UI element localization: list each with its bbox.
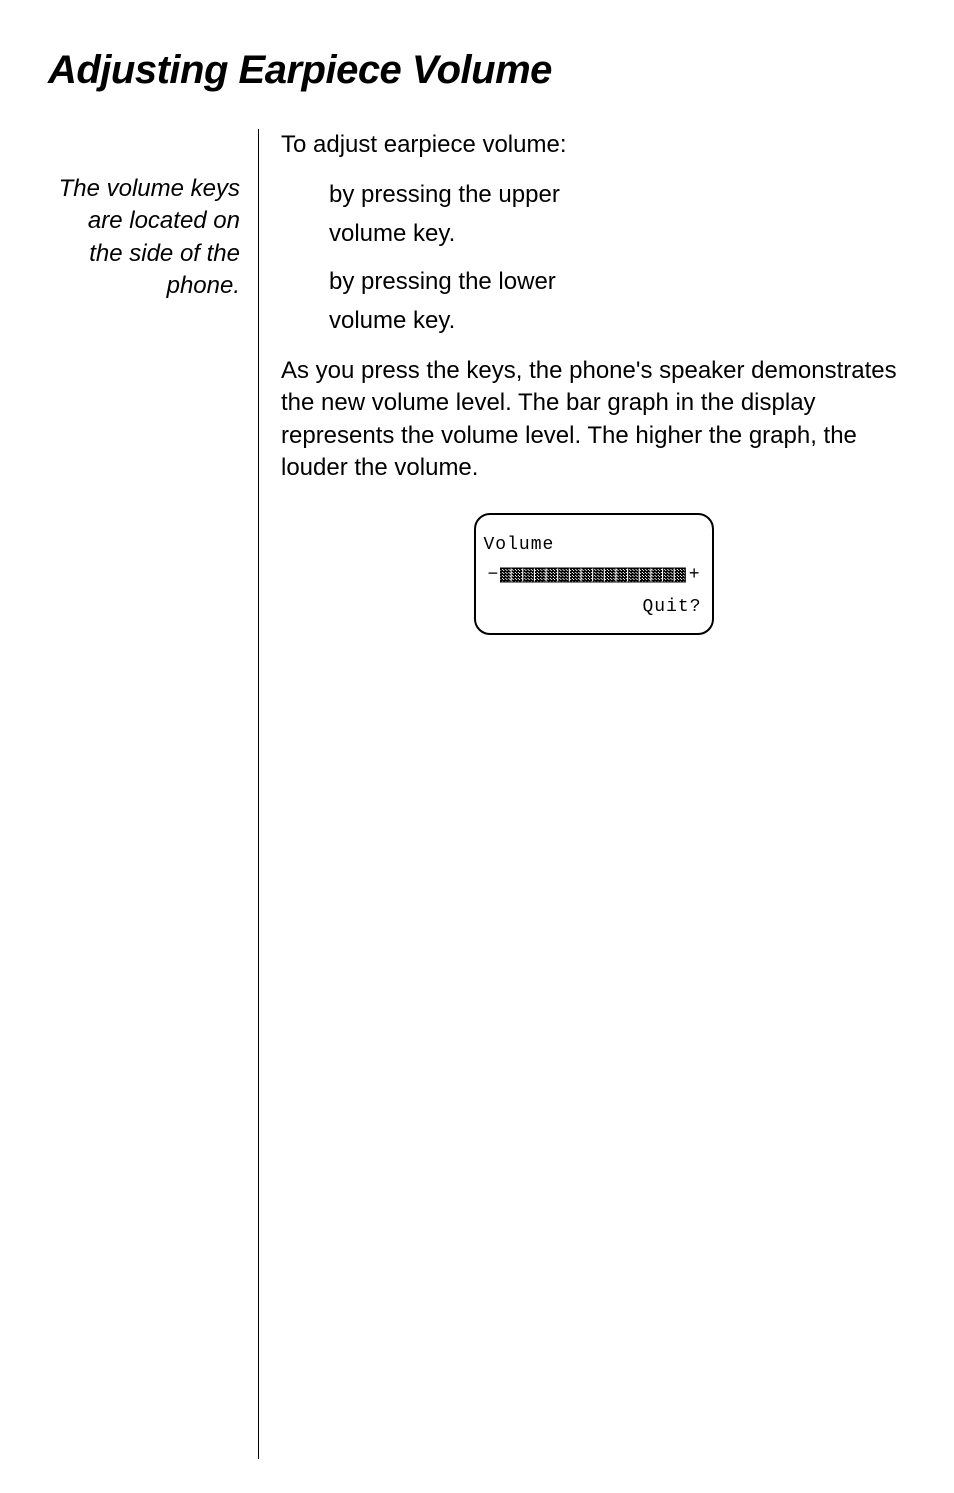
bullet-right-text: by pressing the upper bbox=[329, 179, 591, 211]
bullet-left-text: volume key. bbox=[329, 218, 906, 250]
quit-label: Quit? bbox=[484, 595, 704, 619]
bullet-right-text: by pressing the lower bbox=[329, 266, 591, 298]
screen-title: Volume bbox=[484, 533, 704, 557]
bullet-row: by pressing the upper bbox=[281, 179, 906, 211]
intro-text: To adjust earpiece volume: bbox=[281, 129, 906, 161]
phone-screen: Volume − + Quit? bbox=[474, 513, 714, 636]
phone-screen-illustration: Volume − + Quit? bbox=[281, 513, 906, 636]
explanation-paragraph: As you press the keys, the phone's speak… bbox=[281, 355, 906, 485]
plus-icon: + bbox=[689, 563, 700, 587]
minus-icon: − bbox=[488, 563, 499, 587]
margin-note: The volume keys are located on the side … bbox=[48, 129, 258, 1459]
bullet-row: volume key. bbox=[281, 305, 906, 337]
volume-bar-row: − + bbox=[484, 563, 704, 591]
volume-bar-graph bbox=[500, 567, 686, 583]
two-column-layout: The volume keys are located on the side … bbox=[48, 129, 906, 1459]
bullet-row: volume key. bbox=[281, 218, 906, 250]
bullet-row: by pressing the lower bbox=[281, 266, 906, 298]
bullet-left-text: volume key. bbox=[329, 305, 906, 337]
main-column: To adjust earpiece volume: by pressing t… bbox=[259, 129, 906, 1459]
page-heading: Adjusting Earpiece Volume bbox=[48, 48, 906, 93]
